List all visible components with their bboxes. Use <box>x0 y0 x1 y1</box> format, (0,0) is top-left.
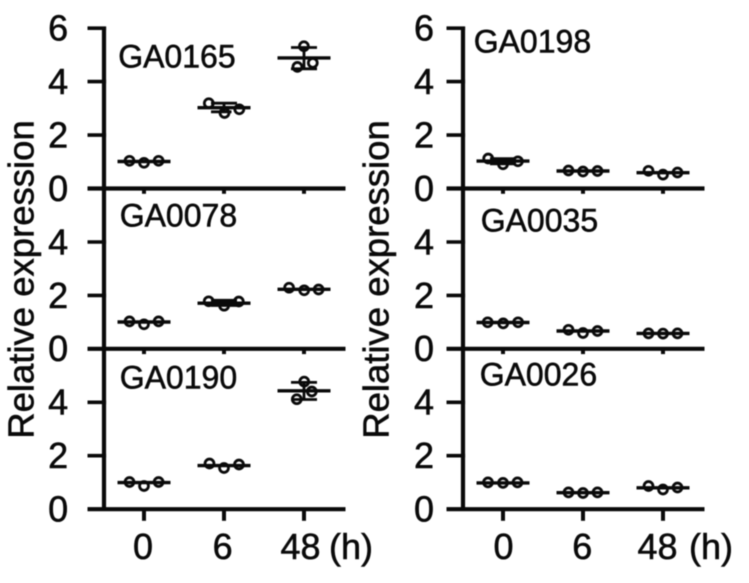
svg-text:0: 0 <box>414 489 434 530</box>
svg-text:2: 2 <box>48 435 68 476</box>
svg-text:6: 6 <box>572 526 592 567</box>
svg-text:2: 2 <box>48 275 68 316</box>
svg-text:(h): (h) <box>689 526 733 567</box>
svg-text:6: 6 <box>213 526 233 567</box>
svg-text:4: 4 <box>414 382 434 423</box>
svg-text:4: 4 <box>48 221 68 262</box>
svg-text:0: 0 <box>48 168 68 209</box>
svg-text:Relative expression: Relative expression <box>1 120 42 439</box>
svg-text:GA0198: GA0198 <box>474 24 591 60</box>
svg-text:48: 48 <box>280 526 320 567</box>
svg-text:0: 0 <box>414 168 434 209</box>
svg-text:0: 0 <box>48 489 68 530</box>
svg-text:2: 2 <box>414 275 434 316</box>
svg-text:0: 0 <box>48 328 68 369</box>
svg-text:4: 4 <box>48 61 68 102</box>
svg-text:4: 4 <box>414 61 434 102</box>
svg-text:48: 48 <box>637 526 677 567</box>
svg-text:2: 2 <box>414 435 434 476</box>
svg-text:4: 4 <box>414 221 434 262</box>
svg-text:6: 6 <box>414 8 434 49</box>
svg-text:0: 0 <box>493 526 513 567</box>
svg-text:(h): (h) <box>329 526 373 567</box>
svg-text:2: 2 <box>414 115 434 156</box>
svg-text:GA0026: GA0026 <box>480 357 597 393</box>
svg-text:4: 4 <box>48 382 68 423</box>
svg-text:GA0190: GA0190 <box>120 360 237 396</box>
svg-text:0: 0 <box>133 526 153 567</box>
svg-text:2: 2 <box>48 115 68 156</box>
svg-text:GA0035: GA0035 <box>481 203 598 239</box>
svg-text:GA0078: GA0078 <box>120 198 237 234</box>
svg-text:GA0165: GA0165 <box>118 39 235 75</box>
svg-text:Relative expression: Relative expression <box>356 120 397 439</box>
svg-text:0: 0 <box>414 328 434 369</box>
svg-text:6: 6 <box>48 8 68 49</box>
